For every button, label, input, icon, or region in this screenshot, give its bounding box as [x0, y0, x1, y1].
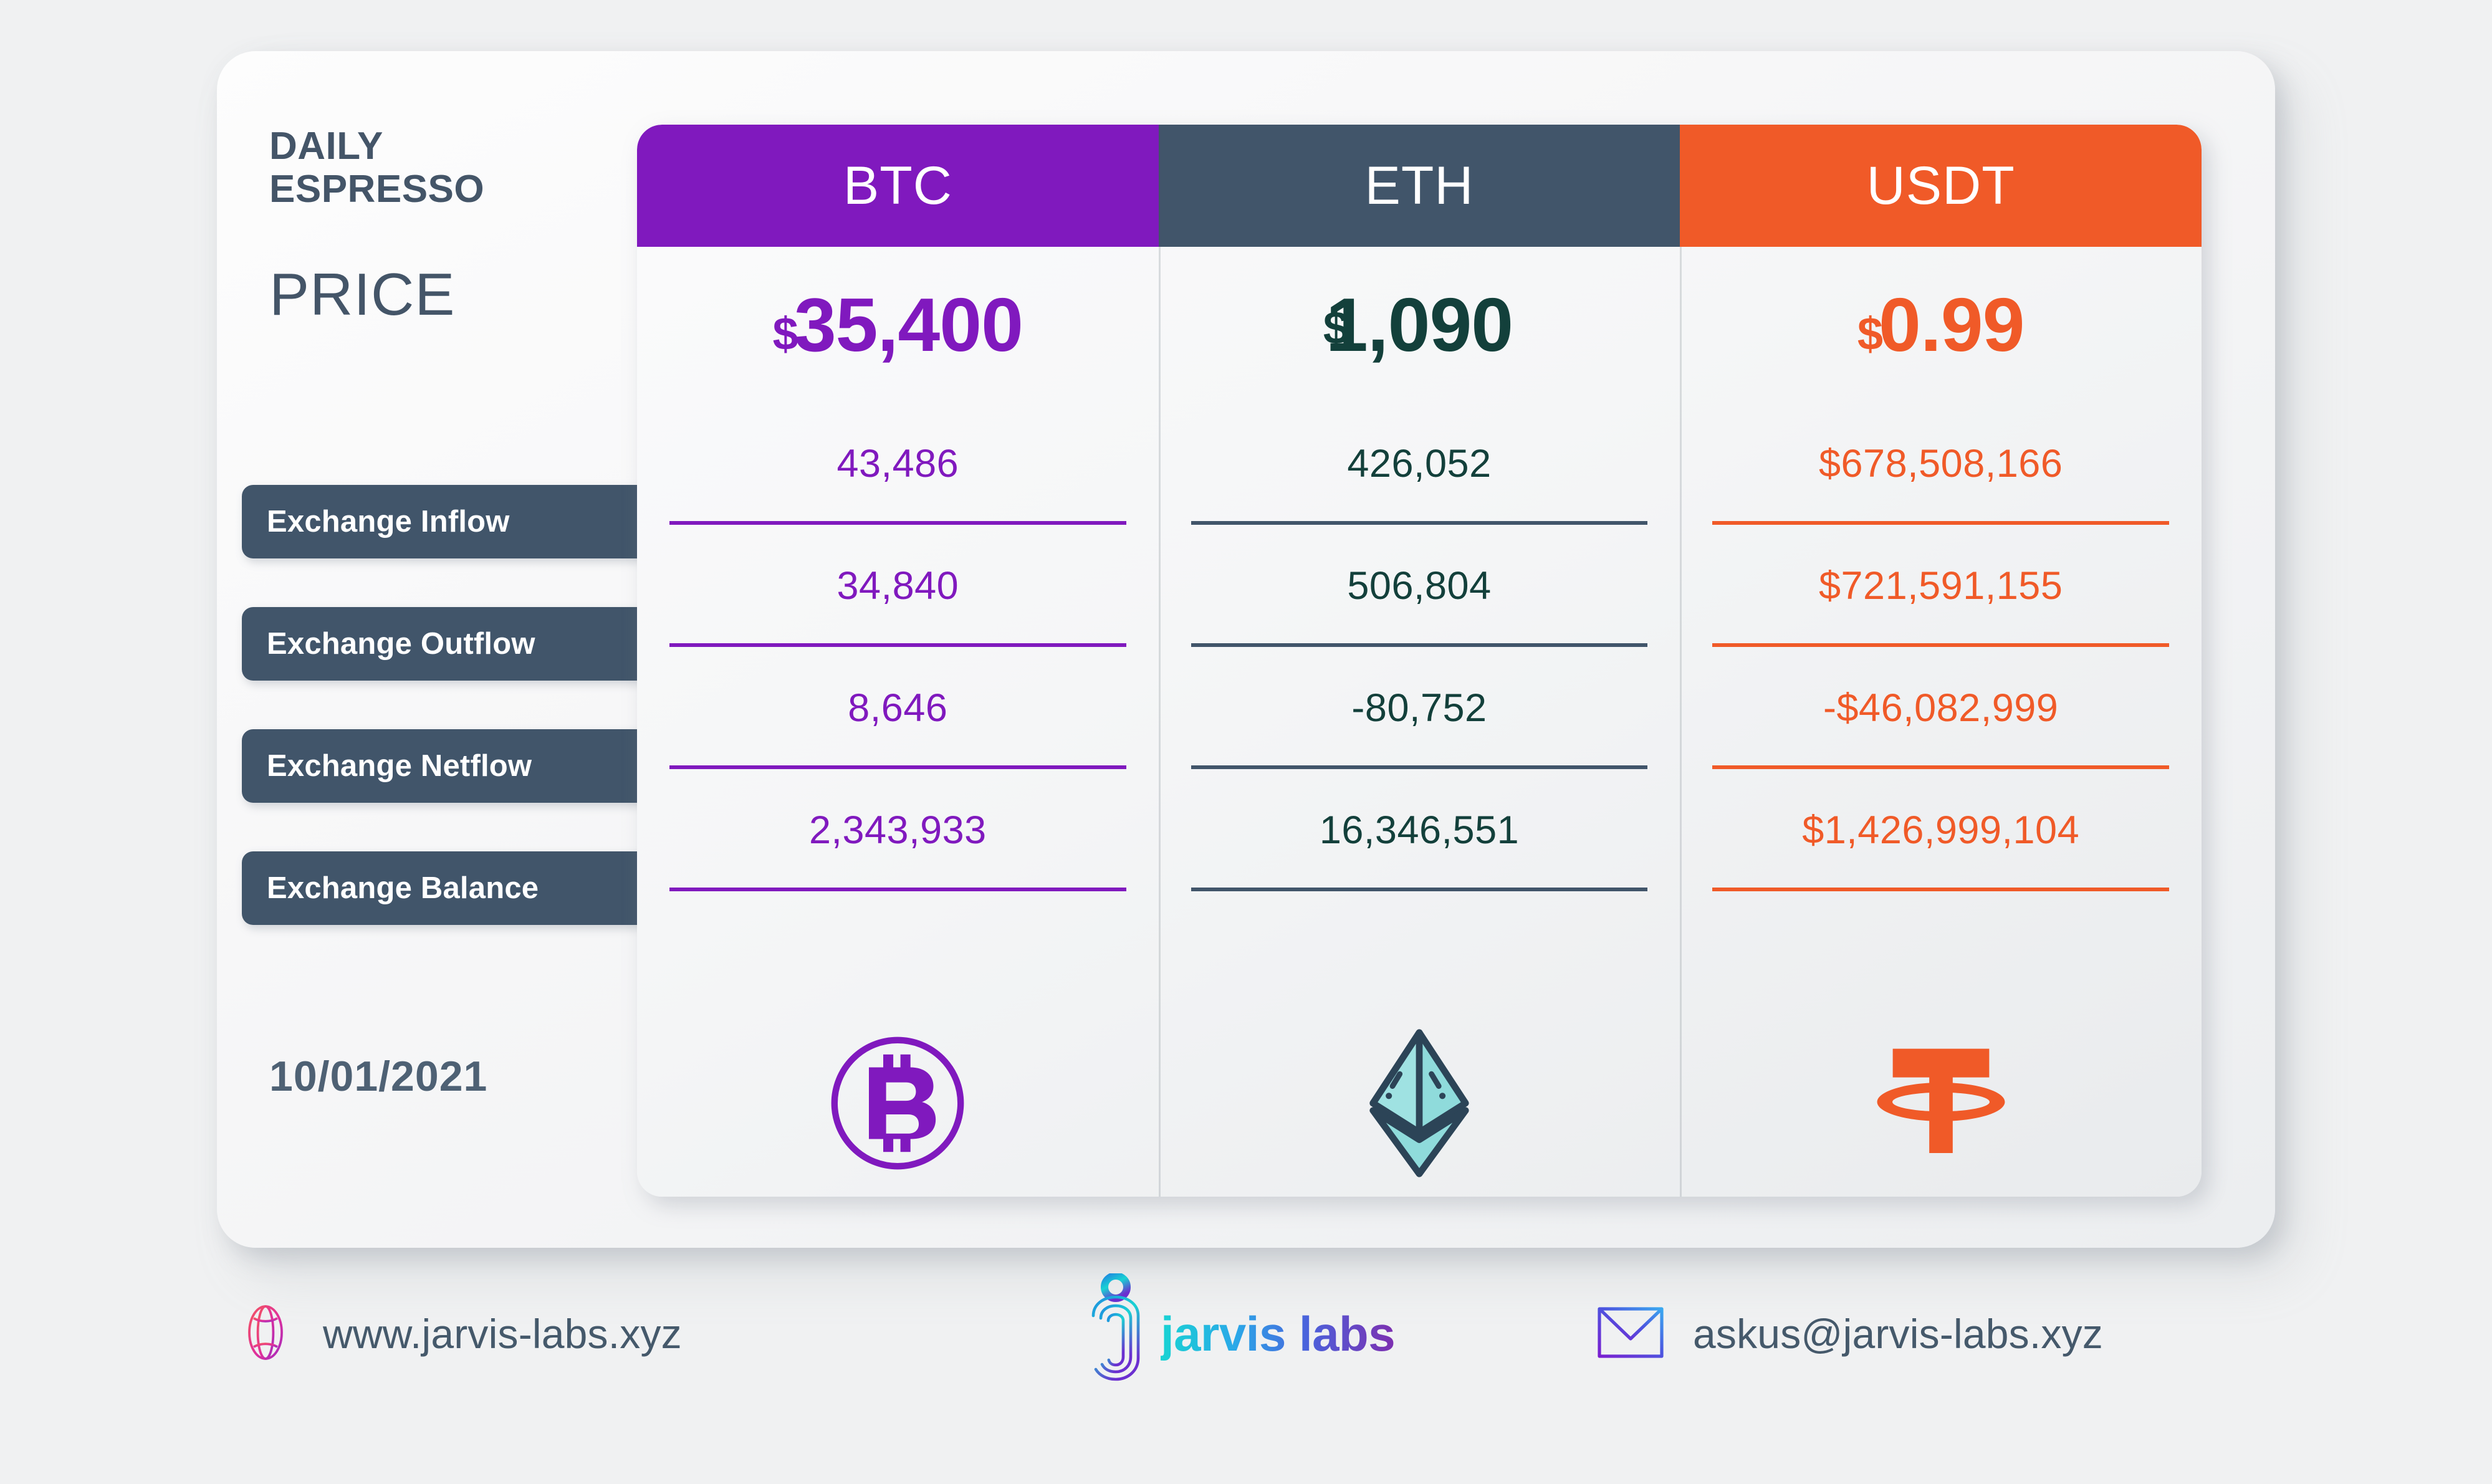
- column-header-btc: BTC: [637, 125, 1159, 247]
- globe-icon: [236, 1303, 295, 1366]
- cell-value: 426,052: [1347, 442, 1492, 486]
- table-row: 34,840: [669, 525, 1126, 647]
- table-row: 16,346,551: [1191, 769, 1648, 891]
- column-usdt: USDT $0.99 $678,508,166 $721,591,155 -$4…: [1680, 125, 2202, 1197]
- table-row: 426,052: [1191, 403, 1648, 525]
- price-number: 1,090: [1325, 282, 1513, 367]
- website-text: www.jarvis-labs.xyz: [323, 1311, 682, 1357]
- email-link[interactable]: askus@jarvis-labs.xyz: [1596, 1305, 2103, 1363]
- column-header-eth: ETH: [1158, 125, 1680, 247]
- crypto-metrics-table: BTC $35,400 43,486 34,840 8,646 2,343,93…: [637, 125, 2202, 1197]
- price-number: 35,400: [793, 282, 1023, 367]
- cell-value: 8,646: [848, 686, 948, 730]
- envelope-icon: [1596, 1305, 1665, 1363]
- brand-title-line1: DAILY: [269, 125, 383, 168]
- table-row: $678,508,166: [1712, 403, 2169, 525]
- brand-title-line2: ESPRESSO: [269, 168, 485, 211]
- email-text: askus@jarvis-labs.xyz: [1693, 1311, 2104, 1357]
- report-date: 10/01/2021: [269, 1053, 488, 1100]
- currency-symbol: $: [1323, 302, 1349, 354]
- table-row: -80,752: [1191, 647, 1648, 769]
- row-label-text: Exchange Inflow: [267, 505, 510, 539]
- cell-value: $721,591,155: [1818, 564, 2063, 608]
- row-label-chip-inflow: Exchange Inflow: [242, 485, 703, 558]
- row-label-chip-netflow: Exchange Netflow: [242, 729, 703, 803]
- fingerprint-j-icon: [1082, 1271, 1149, 1395]
- table-row: $721,591,155: [1712, 525, 2169, 647]
- tether-logo: [1680, 1010, 2202, 1197]
- price-number: 0.99: [1879, 282, 2025, 367]
- price-label: PRICE: [269, 261, 456, 328]
- table-row: -$46,082,999: [1712, 647, 2169, 769]
- bitcoin-logo: [637, 1010, 1159, 1197]
- cell-value: 2,343,933: [808, 808, 987, 852]
- column-header-usdt: USDT: [1680, 125, 2202, 247]
- row-label-text: Exchange Outflow: [267, 627, 535, 661]
- row-label-chip-balance: Exchange Balance: [242, 851, 703, 925]
- currency-symbol: $: [1857, 307, 1883, 360]
- column-btc: BTC $35,400 43,486 34,840 8,646 2,343,93…: [637, 125, 1159, 1197]
- price-value-btc: $35,400: [637, 247, 1159, 403]
- cell-value: -$46,082,999: [1823, 686, 2059, 730]
- price-value-eth: $1,090: [1159, 247, 1680, 403]
- cell-value: 34,840: [836, 564, 959, 608]
- row-label-chip-outflow: Exchange Outflow: [242, 607, 703, 681]
- price-value-usdt: $0.99: [1680, 247, 2202, 403]
- cell-value: 506,804: [1347, 564, 1492, 608]
- row-label-list: Exchange Inflow Exchange Outflow Exchang…: [242, 485, 703, 974]
- website-link[interactable]: www.jarvis-labs.xyz: [236, 1303, 682, 1366]
- table-row: 8,646: [669, 647, 1126, 769]
- brand-block: DAILY ESPRESSO PRICE: [269, 125, 643, 325]
- row-label-text: Exchange Balance: [267, 871, 539, 905]
- table-row: 2,343,933: [669, 769, 1126, 891]
- logo-wordmark: jarvis labs: [1161, 1306, 1396, 1361]
- ethereum-logo: [1159, 1010, 1680, 1197]
- table-row: $1,426,999,104: [1712, 769, 2169, 891]
- cell-value: $1,426,999,104: [1802, 808, 2080, 852]
- currency-symbol: $: [772, 307, 798, 360]
- footer-bar: www.jarvis-labs.xyz: [0, 1271, 2492, 1396]
- table-row: 506,804: [1191, 525, 1648, 647]
- jarvis-labs-logo: jarvis labs: [1082, 1271, 1396, 1395]
- cell-value: 43,486: [836, 442, 959, 486]
- cell-value: 16,346,551: [1319, 808, 1520, 852]
- row-label-text: Exchange Netflow: [267, 749, 532, 783]
- cell-value: $678,508,166: [1818, 442, 2063, 486]
- cell-value: -80,752: [1351, 686, 1487, 730]
- table-row: 43,486: [669, 403, 1126, 525]
- column-eth: ETH $1,090 426,052 506,804 -80,752 16,34…: [1158, 125, 1680, 1197]
